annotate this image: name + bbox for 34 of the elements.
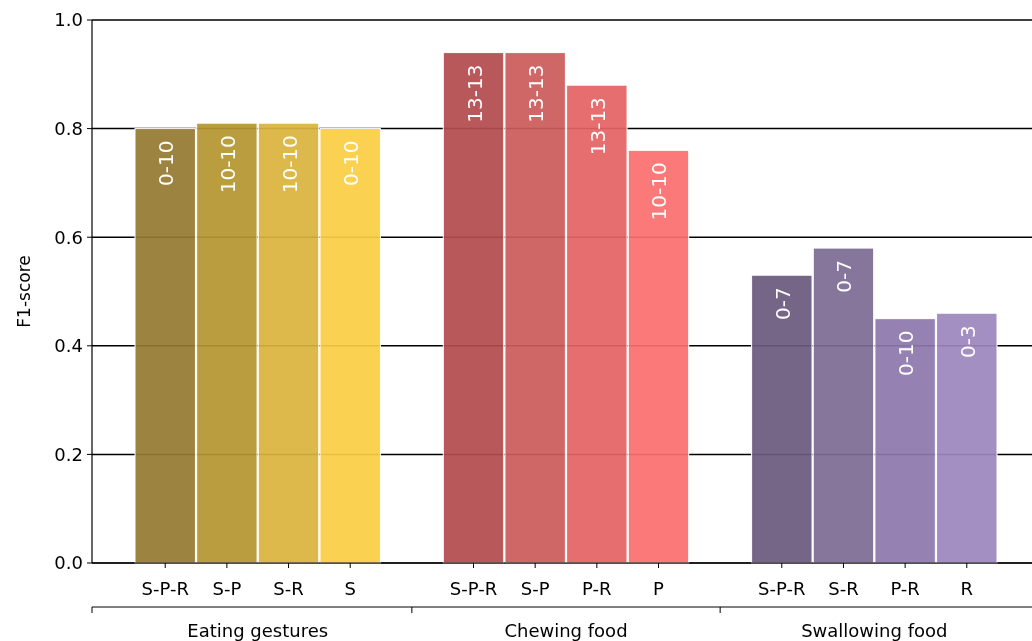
x-tick-label: S-R <box>273 578 304 599</box>
data-label: 0-10 <box>154 140 179 186</box>
x-tick-label: S-P-R <box>449 578 498 599</box>
y-tick-label: 0.4 <box>54 335 83 357</box>
x-tick-label: S <box>344 578 356 599</box>
data-label: 10-10 <box>277 135 302 194</box>
data-label: 0-3 <box>955 325 980 358</box>
text: Eating gestures <box>187 620 329 641</box>
data-label: 10-10 <box>647 162 672 221</box>
data-label: 0-10 <box>894 330 919 377</box>
y-tick-label: 0.8 <box>54 117 83 139</box>
data-label: 13-13 <box>462 64 487 123</box>
data-label: 0-7 <box>832 260 857 293</box>
text: Chewing food <box>504 620 628 641</box>
text: Swallowing food <box>801 620 948 641</box>
y-tick-label: 0.6 <box>54 226 83 248</box>
x-tick-label: S-P-R <box>141 578 189 599</box>
data-label: 0-7 <box>770 287 795 320</box>
x-tick-label: S-R <box>828 578 859 599</box>
x-tick-label: P-R <box>582 578 612 599</box>
x-tick-label: P <box>653 578 665 599</box>
y-tick-label: 1.0 <box>54 9 83 31</box>
data-label: 13-13 <box>585 97 610 156</box>
y-tick-label: 0.2 <box>54 443 83 465</box>
x-tick-label: S-P <box>212 578 242 599</box>
data-label: 10-10 <box>215 135 240 194</box>
y-axis-title: F1-score <box>14 255 34 328</box>
x-tick-label: S-P <box>520 578 550 599</box>
y-tick-label: 0.0 <box>54 552 83 574</box>
x-tick-label: P-R <box>890 578 920 599</box>
x-tick-label: R <box>960 578 974 599</box>
x-tick-label: S-P-R <box>758 578 806 599</box>
data-label: 13-13 <box>524 64 549 123</box>
data-label: 0-10 <box>339 140 364 186</box>
